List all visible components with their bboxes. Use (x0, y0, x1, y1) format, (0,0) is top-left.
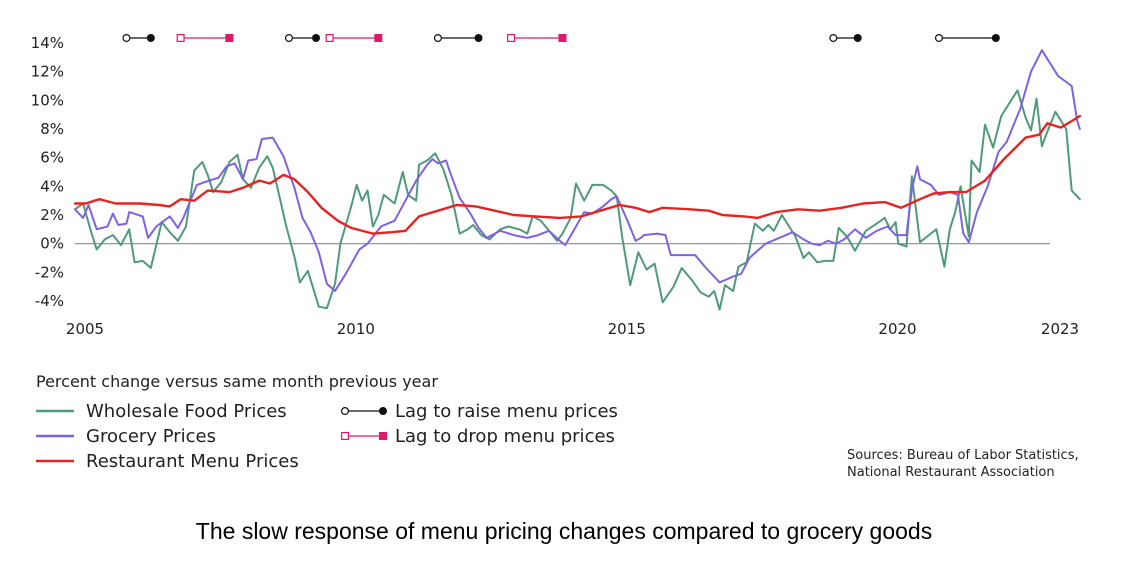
y-tick-label: 12% (31, 63, 64, 81)
legend-label-wholesale-food-prices: Wholesale Food Prices (86, 401, 287, 422)
lag-drop-marker-1 (176, 33, 234, 42)
legend-label-grocery-prices: Grocery Prices (86, 426, 216, 447)
lag-start-marker (341, 432, 350, 441)
source-note-line: National Restaurant Association (847, 465, 1055, 480)
series-line-grocery-prices (74, 49, 1081, 292)
legend-label-restaurant-menu-prices: Restaurant Menu Prices (86, 451, 299, 472)
lag-end-marker (558, 34, 567, 42)
lag-end-marker (225, 34, 234, 42)
lag-raise-marker-0 (122, 33, 155, 42)
lag-end-marker (379, 407, 387, 415)
lag-drop-marker-5 (507, 33, 567, 42)
y-tick-label: 10% (31, 91, 64, 109)
y-tick-label: -2% (35, 263, 64, 281)
y-tick-label: 4% (40, 177, 64, 195)
y-tick-label: 14% (31, 34, 64, 52)
y-tick-label: 8% (40, 120, 64, 138)
y-tick-label: 0% (40, 235, 64, 253)
lag-start-marker (176, 33, 185, 42)
x-tick-label: 2015 (608, 320, 646, 338)
x-tick-label: 2005 (66, 320, 104, 338)
lag-start-marker (325, 33, 334, 42)
series-line-restaurant-menu-prices (73, 114, 1081, 235)
lag-start-marker (122, 33, 131, 42)
source-note-line: Sources: Bureau of Labor Statistics, (847, 448, 1079, 463)
lag-start-marker (433, 33, 442, 42)
lag-start-marker (829, 33, 838, 42)
lag-end-marker (991, 34, 1000, 42)
legend-label-lag-to-raise-menu-prices: Lag to raise menu prices (395, 401, 618, 422)
legend-label-lag-to-drop-menu-prices: Lag to drop menu prices (395, 426, 615, 447)
x-tick-label: 2010 (337, 320, 375, 338)
chart-subtitle: Percent change versus same month previou… (36, 372, 438, 391)
lag-end-marker (853, 34, 862, 42)
legend-swatch-lag-to-raise-menu-prices (341, 407, 387, 416)
lag-raise-marker-7 (934, 33, 1000, 42)
lag-end-marker (379, 432, 387, 440)
y-tick-label: -4% (35, 292, 64, 310)
lag-start-marker (284, 33, 293, 42)
lag-start-marker (507, 33, 516, 42)
lag-start-marker (341, 407, 350, 416)
lag-raise-marker-2 (284, 33, 321, 42)
lag-raise-marker-4 (433, 33, 483, 42)
series-line-wholesale-food-prices (74, 89, 1081, 311)
lag-end-marker (312, 34, 321, 42)
lag-raise-marker-6 (829, 33, 862, 42)
x-tick-label: 2020 (878, 320, 916, 338)
legend-swatch-lag-to-drop-menu-prices (341, 432, 387, 441)
y-tick-label: 6% (40, 149, 64, 167)
lag-end-marker (474, 34, 483, 42)
y-tick-label: 2% (40, 206, 64, 224)
lag-end-marker (146, 34, 155, 42)
x-tick-label: 2023 (1041, 320, 1079, 338)
lag-start-marker (934, 33, 943, 42)
lag-drop-marker-3 (325, 33, 383, 42)
figure-caption: The slow response of menu pricing change… (195, 518, 933, 544)
lag-end-marker (374, 34, 383, 42)
